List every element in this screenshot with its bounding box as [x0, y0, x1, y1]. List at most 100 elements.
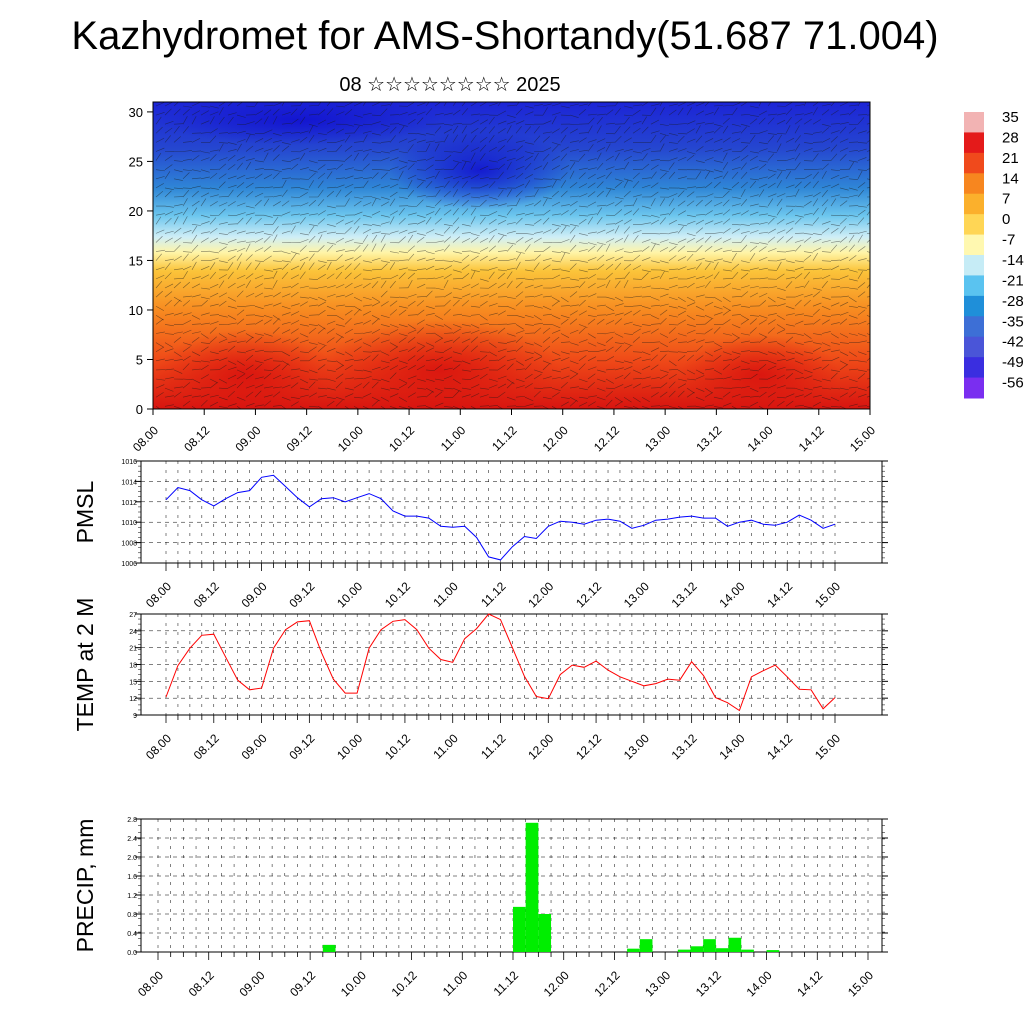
wind-barb: [641, 239, 651, 243]
wind-barb: [227, 340, 237, 343]
wind-barb: [506, 222, 516, 225]
wind-barb: [839, 122, 849, 125]
wind-barb: [425, 313, 435, 316]
wind-barb: [857, 333, 867, 337]
wind-barb: [551, 165, 561, 170]
wind-barb: [290, 118, 299, 125]
wind-barb: [272, 364, 281, 371]
wind-barb: [740, 181, 748, 189]
wind-barb: [452, 351, 462, 355]
wind-barb: [848, 127, 857, 134]
wind-barb: [839, 168, 850, 170]
wind-barb: [848, 359, 859, 362]
wind-barb: [668, 157, 678, 161]
wind-barb: [470, 216, 476, 225]
wind-barb: [335, 271, 343, 280]
wind-barb: [236, 283, 246, 289]
wind-barb: [182, 253, 189, 261]
wind-barb: [758, 333, 768, 338]
wind-barb: [506, 207, 513, 216]
wind-barb: [218, 181, 226, 189]
wind-barb: [236, 240, 246, 243]
wind-barb: [218, 274, 227, 280]
wind-barb: [677, 107, 684, 116]
wind-barb: [353, 255, 362, 261]
wind-barb: [317, 406, 324, 409]
wind-barb: [839, 318, 848, 325]
wind-barb: [749, 155, 758, 161]
wind-barb: [623, 137, 632, 143]
wind-barb: [506, 205, 516, 207]
wind-barb: [398, 360, 408, 364]
wind-barb: [209, 194, 219, 198]
wind-barb: [416, 250, 426, 252]
wind-barb: [299, 108, 307, 116]
wind-barb: [479, 323, 489, 325]
wind-barb: [416, 342, 426, 347]
wind-barb: [227, 102, 234, 107]
wind-barb: [416, 178, 426, 182]
wind-barb: [200, 198, 207, 207]
wind-barb: [227, 155, 236, 161]
x-tick-label: 10.12: [382, 731, 413, 762]
wind-barb: [218, 300, 227, 307]
wind-barb: [344, 123, 354, 127]
wind-barb: [560, 296, 569, 303]
wind-barb: [497, 269, 507, 272]
wind-barb: [164, 377, 174, 380]
wind-barb: [758, 221, 768, 225]
wind-barb: [335, 111, 345, 116]
wind-barb: [218, 396, 228, 401]
wind-barb: [524, 162, 532, 170]
wind-barb: [236, 156, 246, 161]
wind-barb: [767, 117, 775, 125]
wind-barb: [506, 157, 516, 161]
wind-barb: [515, 251, 525, 254]
wind-barb: [569, 123, 580, 126]
wind-barb: [308, 169, 318, 173]
x-tick-label: 08.12: [191, 579, 222, 610]
wind-barb: [479, 238, 489, 243]
y-tick-label: 1008: [121, 541, 137, 548]
wind-barb: [506, 125, 512, 134]
wind-barb: [299, 324, 309, 327]
wind-barb: [596, 387, 606, 392]
wind-barb: [803, 323, 814, 325]
wind-barb: [218, 157, 228, 161]
wind-barb: [587, 381, 595, 389]
wind-barb: [659, 260, 669, 264]
wind-barb: [218, 116, 225, 125]
wind-barb: [164, 258, 174, 261]
wind-barb: [803, 358, 813, 362]
colorbar-segment: [964, 214, 984, 236]
wind-barb: [623, 219, 632, 225]
wind-barb: [533, 305, 543, 309]
wind-barb: [164, 348, 174, 352]
wind-barb: [335, 315, 344, 321]
wind-barb: [677, 187, 687, 190]
wind-barb: [281, 375, 291, 380]
wind-barb: [848, 205, 859, 207]
wind-barb: [839, 113, 849, 116]
wind-barb: [416, 296, 426, 298]
wind-barb: [470, 207, 477, 216]
wind-barb: [524, 111, 534, 116]
wind-barb: [299, 262, 306, 270]
wind-barb: [578, 214, 588, 217]
wind-barb: [524, 356, 534, 362]
wind-barb: [371, 400, 379, 407]
colorbar-label: 0: [1002, 211, 1010, 228]
wind-barb: [695, 125, 701, 134]
wind-barb: [191, 331, 201, 334]
wind-barb: [398, 125, 405, 134]
wind-barb: [407, 160, 417, 163]
wind-barb: [245, 182, 254, 189]
wind-barb: [686, 267, 696, 271]
wind-barb: [425, 265, 435, 271]
wind-barb: [506, 114, 516, 118]
wind-barb: [677, 245, 686, 252]
wind-barb: [164, 127, 173, 134]
wind-barb: [515, 197, 521, 207]
wind-barb: [713, 202, 723, 207]
wind-barb: [587, 201, 597, 207]
